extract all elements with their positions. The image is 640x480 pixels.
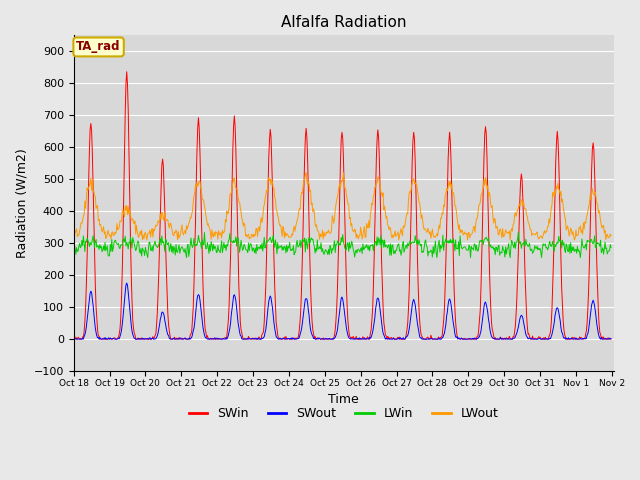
Line: LWout: LWout — [74, 173, 611, 240]
SWout — [136, 336, 144, 342]
SWout — [425, 336, 433, 342]
LWout — [302, 170, 310, 176]
LWin — [424, 253, 432, 259]
LWin — [515, 229, 522, 235]
Line: SWin: SWin — [74, 72, 611, 339]
LWin — [607, 244, 615, 250]
LWout — [218, 227, 226, 233]
SWin — [70, 336, 78, 342]
SWout — [70, 336, 78, 342]
LWout — [409, 177, 417, 182]
LWout — [79, 213, 87, 218]
Line: SWout: SWout — [74, 283, 611, 339]
LWout — [190, 193, 198, 199]
SWout — [70, 336, 77, 342]
SWin — [607, 336, 615, 342]
LWin — [190, 235, 198, 241]
LWin — [135, 240, 143, 245]
LWin — [144, 255, 152, 261]
SWin — [425, 336, 433, 342]
SWin — [123, 69, 131, 74]
SWout — [409, 298, 417, 304]
LWout — [425, 228, 433, 234]
LWout — [70, 236, 77, 241]
SWin — [409, 137, 417, 143]
SWout — [123, 280, 131, 286]
Title: Alfalfa Radiation: Alfalfa Radiation — [281, 15, 406, 30]
LWin — [79, 233, 87, 239]
SWout — [607, 336, 615, 342]
SWin — [220, 336, 227, 342]
Legend: SWin, SWout, LWin, LWout: SWin, SWout, LWin, LWout — [184, 402, 504, 425]
Text: TA_rad: TA_rad — [76, 40, 121, 53]
LWin — [70, 244, 77, 250]
SWin — [80, 329, 88, 335]
LWin — [218, 250, 226, 255]
Line: LWin: LWin — [74, 232, 611, 258]
SWout — [220, 336, 227, 341]
SWin — [70, 336, 77, 341]
LWout — [135, 235, 143, 240]
X-axis label: Time: Time — [328, 393, 359, 406]
SWout — [191, 320, 198, 325]
SWin — [136, 336, 144, 341]
Y-axis label: Radiation (W/m2): Radiation (W/m2) — [15, 148, 28, 258]
SWin — [191, 251, 198, 257]
SWout — [80, 334, 88, 339]
LWout — [143, 237, 151, 243]
LWout — [607, 233, 615, 239]
LWin — [408, 240, 416, 245]
